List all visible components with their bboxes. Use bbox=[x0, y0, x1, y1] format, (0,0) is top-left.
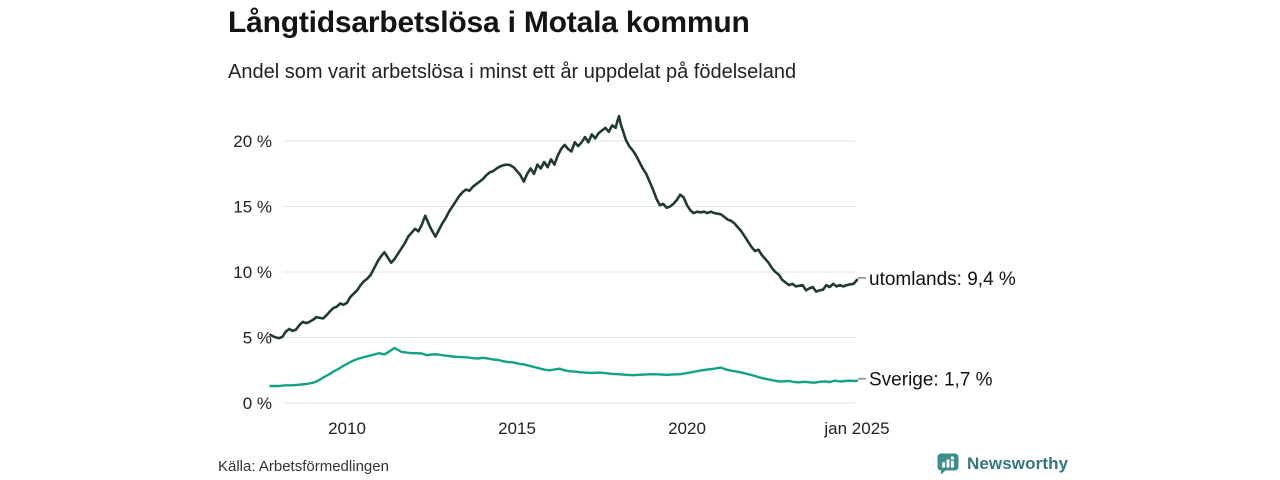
brand-name: Newsworthy bbox=[967, 454, 1069, 473]
chart-title: Långtidsarbetslösa i Motala kommun bbox=[228, 6, 750, 39]
series-line-sverige bbox=[269, 346, 859, 388]
x-tick-label: 2020 bbox=[668, 419, 706, 438]
y-tick-label: 20 % bbox=[233, 132, 272, 151]
chart-header: Långtidsarbetslösa i Motala kommun Andel… bbox=[228, 6, 796, 84]
series-end-label-utomlands: utomlands: 9,4 % bbox=[869, 269, 1016, 290]
series-end-label-sverige: Sverige: 1,7 % bbox=[869, 370, 993, 391]
series-line-utomlands bbox=[269, 114, 859, 340]
newsworthy-logo-icon bbox=[937, 453, 959, 475]
x-tick-label: 2015 bbox=[498, 419, 536, 438]
y-tick-label: 0 % bbox=[243, 394, 272, 413]
brand-lockup: Newsworthy bbox=[936, 452, 1068, 476]
y-tick-label: 10 % bbox=[233, 263, 272, 282]
y-tick-label: 15 % bbox=[233, 198, 272, 217]
y-tick-label: 5 % bbox=[243, 329, 272, 348]
x-tick-label: 2010 bbox=[328, 419, 366, 438]
x-tick-label: jan 2025 bbox=[823, 419, 889, 438]
chart-subtitle: Andel som varit arbetslösa i minst ett å… bbox=[228, 60, 797, 83]
source-note: Källa: Arbetsförmedlingen bbox=[218, 458, 389, 475]
